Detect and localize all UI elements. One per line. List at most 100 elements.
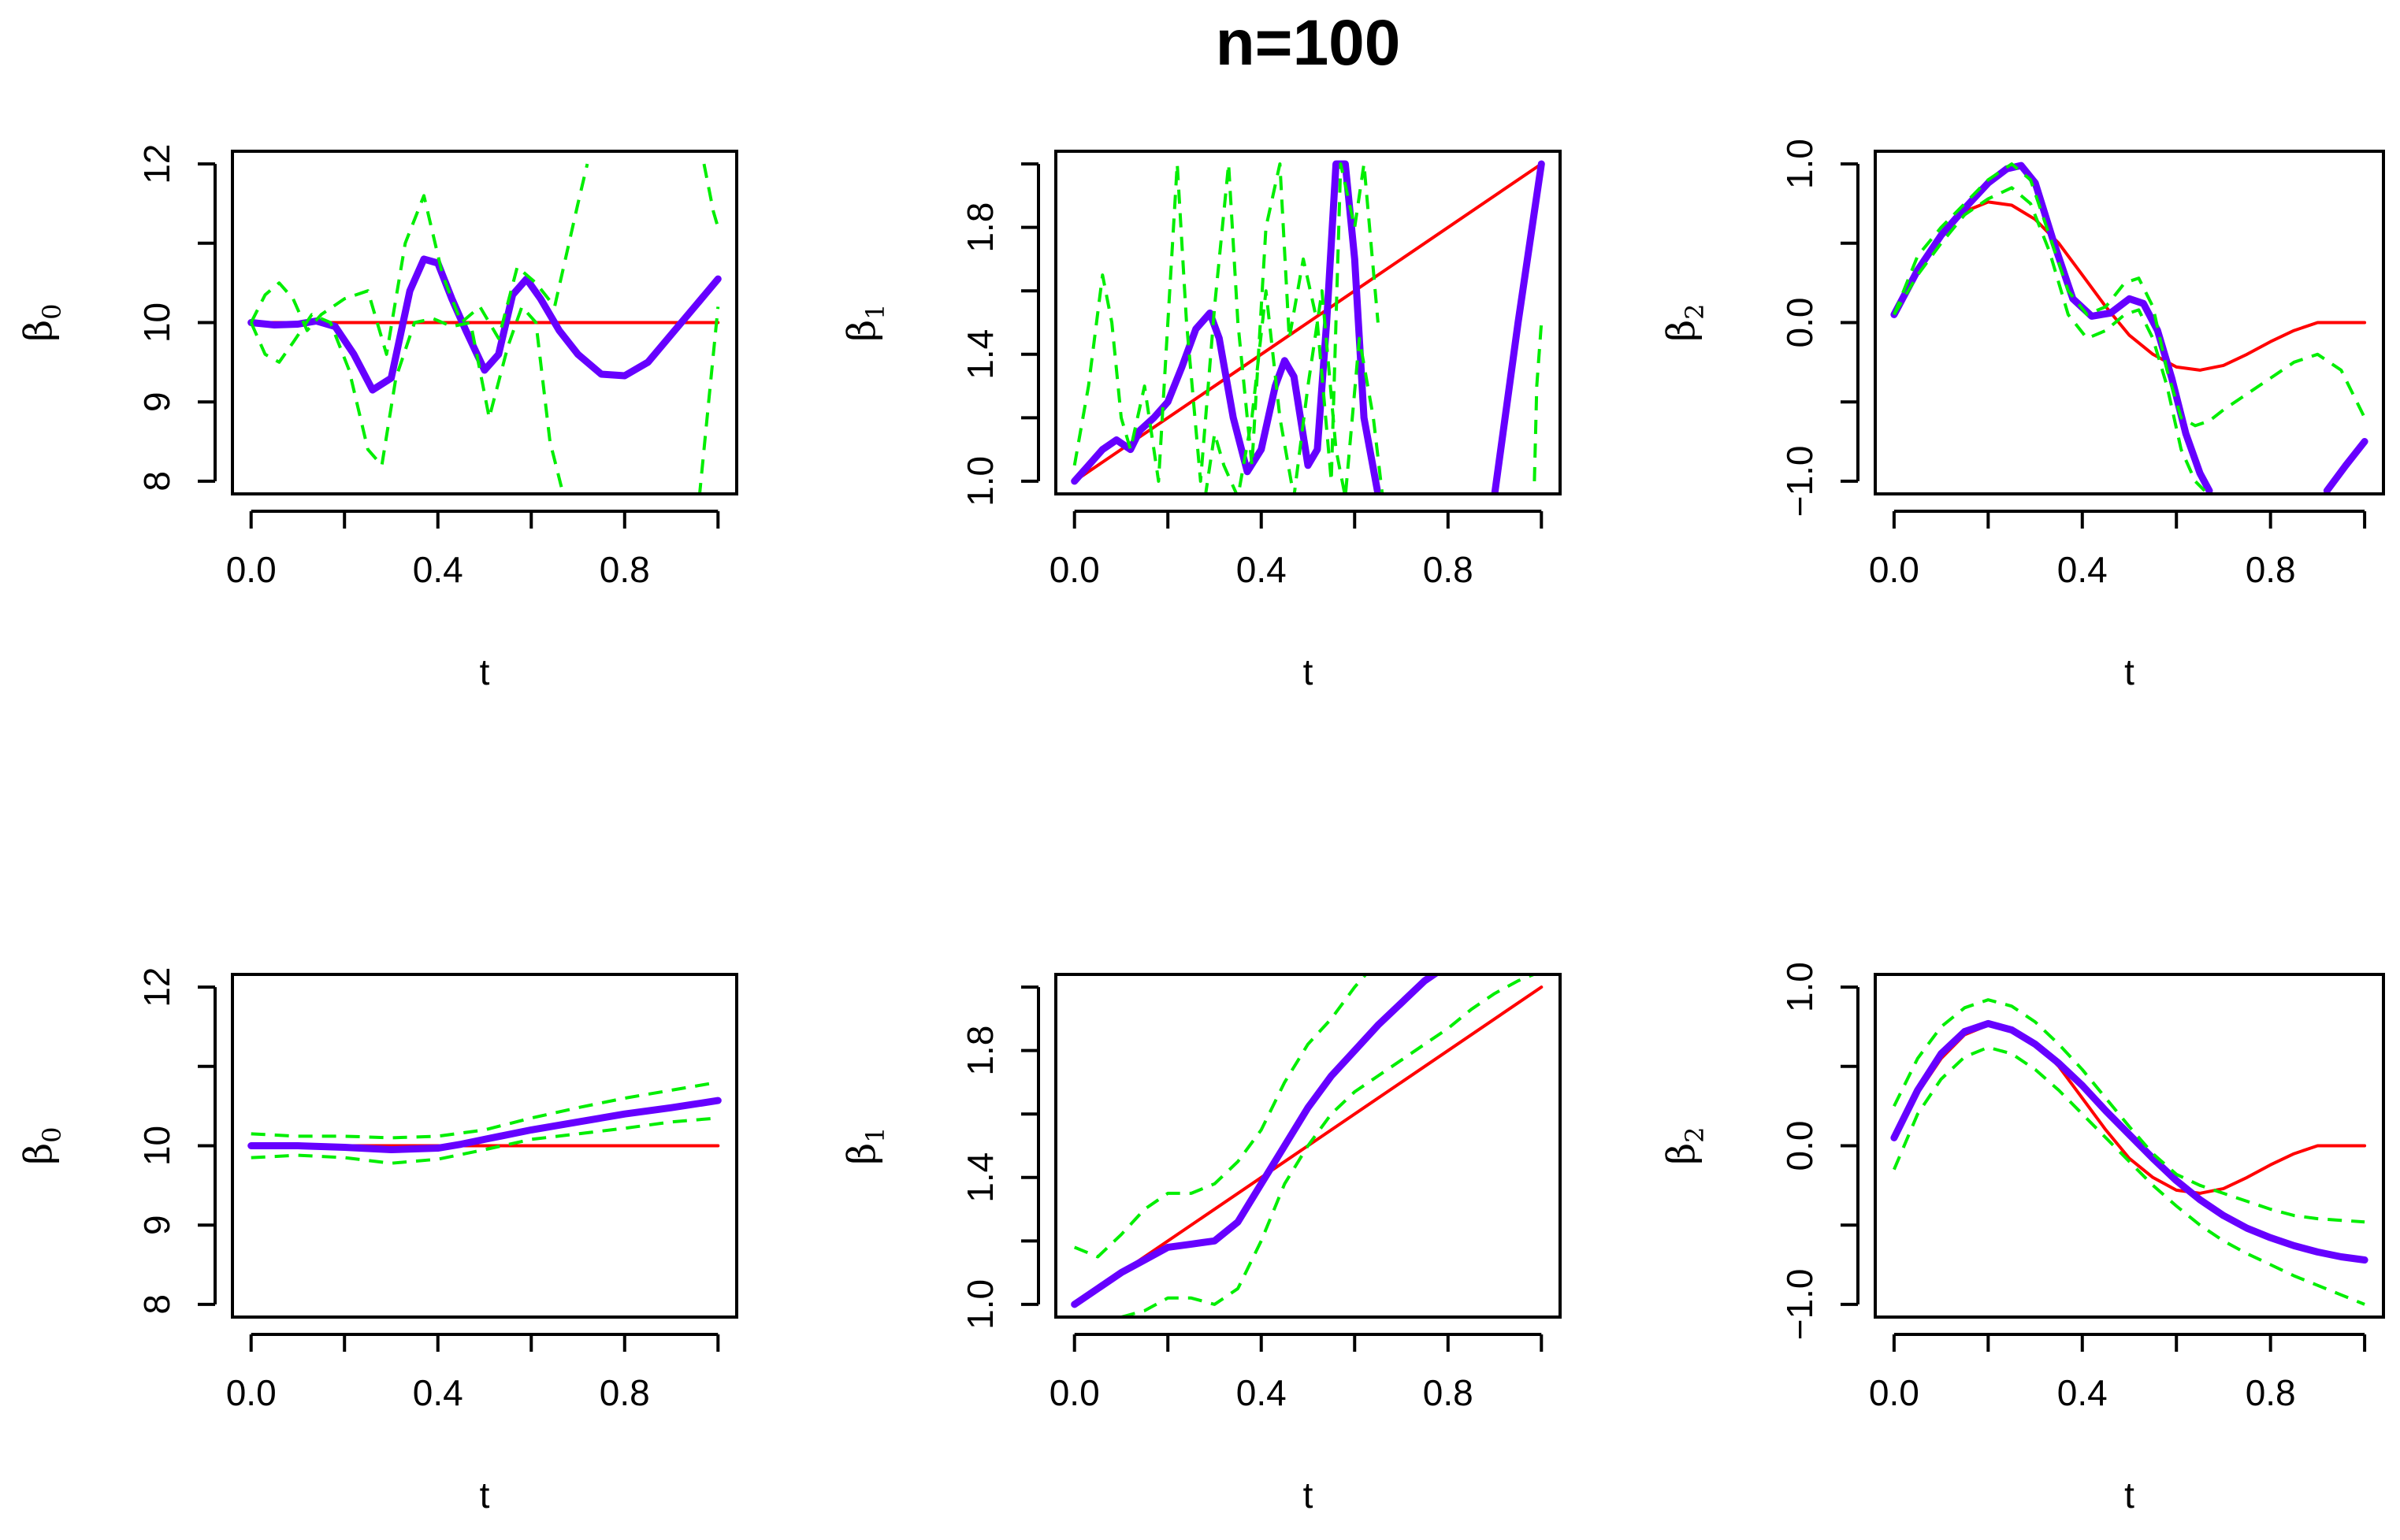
panel-top-middle: 0.0 0.4 0.8 t 1.0 1.4 1.8 β1	[840, 150, 1562, 692]
x-axis-label: t	[2124, 651, 2134, 692]
y-tick-label: 0.0	[1779, 1121, 1820, 1171]
series-line-estimate	[247, 1097, 722, 1153]
y-tick-label: 10	[136, 302, 177, 343]
series-line-estimate-end-	[2323, 438, 2368, 494]
panel-bottom-left: 0.0 0.4 0.8 t 8 9 10 12 β0	[17, 967, 738, 1516]
x-tick-label: 0.8	[600, 549, 650, 590]
panel-top-left: 0.0 0.4 0.8 t 8 9 10 12 β0	[17, 144, 738, 692]
y-axis-label-symbol: β	[840, 320, 884, 342]
y-tick-label: 1.0	[960, 456, 1001, 507]
x-axis-label: t	[480, 1475, 490, 1516]
x-tick-label: 0.8	[1423, 549, 1473, 590]
x-tick-label: 0.4	[2057, 1372, 2108, 1413]
series-line-true	[1892, 200, 2367, 372]
series-line-lower-band	[1893, 186, 2206, 492]
y-axis-label-subscript: 2	[1680, 1126, 1710, 1142]
figure-title: n=100	[1216, 7, 1401, 79]
y-axis-label-symbol: β	[17, 320, 61, 342]
y-axis-label: β1	[840, 303, 890, 341]
x-axis-label: t	[1303, 651, 1313, 692]
series-group	[1890, 998, 2368, 1306]
x-tick-label: 0.8	[600, 1372, 650, 1413]
series-line-band-1	[1072, 162, 1380, 483]
y-tick-label: 1.4	[960, 329, 1001, 380]
series-line-lower-band	[1893, 1045, 2365, 1306]
series-line-lower-band	[1120, 974, 1538, 1317]
x-tick-label: 0.8	[2246, 1372, 2296, 1413]
y-tick-label: 1.0	[960, 1279, 1001, 1330]
x-tick-label: 0.4	[413, 1372, 463, 1413]
series-group	[1890, 161, 2368, 494]
series-line-estimate	[1071, 974, 1441, 1308]
plot-frame	[1054, 150, 1562, 495]
y-axis-label: β2	[1659, 1126, 1710, 1164]
series-line-lower-band	[251, 1116, 719, 1165]
x-tick-label: 0.4	[2057, 549, 2108, 590]
plot-frame	[231, 150, 738, 495]
y-axis-label-subscript: 1	[860, 1126, 890, 1142]
y-axis-label: β0	[17, 1126, 67, 1164]
series-line-upper-band	[249, 163, 589, 356]
plot-frame	[1054, 973, 1562, 1319]
x-tick-label: 0.0	[1050, 549, 1100, 590]
x-axis-label: t	[2124, 1475, 2134, 1516]
x-axis-label: t	[1303, 1475, 1313, 1516]
series-group	[247, 163, 722, 494]
series-line-upper-band	[1073, 974, 1369, 1259]
x-tick-label: 0.4	[1236, 1372, 1287, 1413]
panel-bottom-right: 0.0 0.4 0.8 t −1.0 0.0 1.0 β2	[1659, 962, 2385, 1516]
series-group	[1071, 160, 1545, 494]
y-tick-label: 1.0	[1779, 139, 1820, 189]
y-tick-label: 9	[136, 391, 177, 412]
y-axis-label-symbol: β	[840, 1143, 884, 1165]
y-axis-label: β2	[1659, 303, 1710, 341]
y-axis-label-subscript: 1	[860, 303, 890, 319]
x-axis-label: t	[480, 651, 490, 692]
x-tick-label: 0.0	[1869, 1372, 1919, 1413]
y-tick-label: −1.0	[1779, 1268, 1820, 1340]
panel-top-right: 0.0 0.4 0.8 t −1.0 0.0 1.0 β2	[1659, 139, 2385, 692]
x-tick-label: 0.8	[2246, 549, 2296, 590]
plot-frame	[1874, 973, 2385, 1319]
x-tick-label: 0.0	[226, 549, 277, 590]
y-axis-label-subscript: 0	[37, 303, 67, 319]
y-axis-label-subscript: 0	[37, 1126, 67, 1142]
series-line-upper-band	[251, 1080, 719, 1140]
series-group	[1071, 974, 1544, 1317]
x-tick-label: 0.0	[1869, 549, 1919, 590]
y-axis-label-symbol: β	[1659, 320, 1703, 342]
y-tick-label: 0.0	[1779, 298, 1820, 348]
y-axis-label-symbol: β	[17, 1143, 61, 1165]
series-line-lower-band-end-	[697, 306, 720, 494]
y-tick-label: 1.8	[960, 1026, 1001, 1076]
panel-bottom-middle: 0.0 0.4 0.8 t 1.0 1.4 1.8 β1	[840, 973, 1562, 1516]
series-line-band-end-	[1533, 322, 1544, 481]
y-tick-label: 12	[136, 144, 177, 184]
y-tick-label: −1.0	[1779, 445, 1820, 517]
x-tick-label: 0.4	[1236, 549, 1287, 590]
y-tick-label: 1.0	[1779, 962, 1820, 1012]
series-line-estimate	[1890, 161, 2213, 494]
plot-frame	[1874, 150, 2385, 495]
y-tick-label: 12	[136, 967, 177, 1007]
x-tick-label: 0.8	[1423, 1372, 1473, 1413]
series-line-upper-band-end-	[702, 163, 720, 228]
x-tick-label: 0.0	[226, 1372, 277, 1413]
y-axis-label-symbol: β	[1659, 1143, 1703, 1165]
plot-frame	[231, 973, 738, 1319]
series-line-lower-band	[249, 305, 565, 494]
series-line-band-2	[1204, 289, 1384, 494]
series-line-estimate	[1890, 1019, 2368, 1264]
y-tick-label: 9	[136, 1215, 177, 1235]
series-line-estimate	[247, 255, 722, 394]
y-tick-label: 8	[136, 1294, 177, 1315]
y-axis-label-subscript: 2	[1680, 303, 1710, 319]
x-tick-label: 0.0	[1050, 1372, 1100, 1413]
series-line-estimate	[1071, 160, 1382, 494]
y-axis-label: β0	[17, 303, 67, 341]
y-tick-label: 10	[136, 1126, 177, 1166]
y-tick-label: 1.4	[960, 1152, 1001, 1203]
